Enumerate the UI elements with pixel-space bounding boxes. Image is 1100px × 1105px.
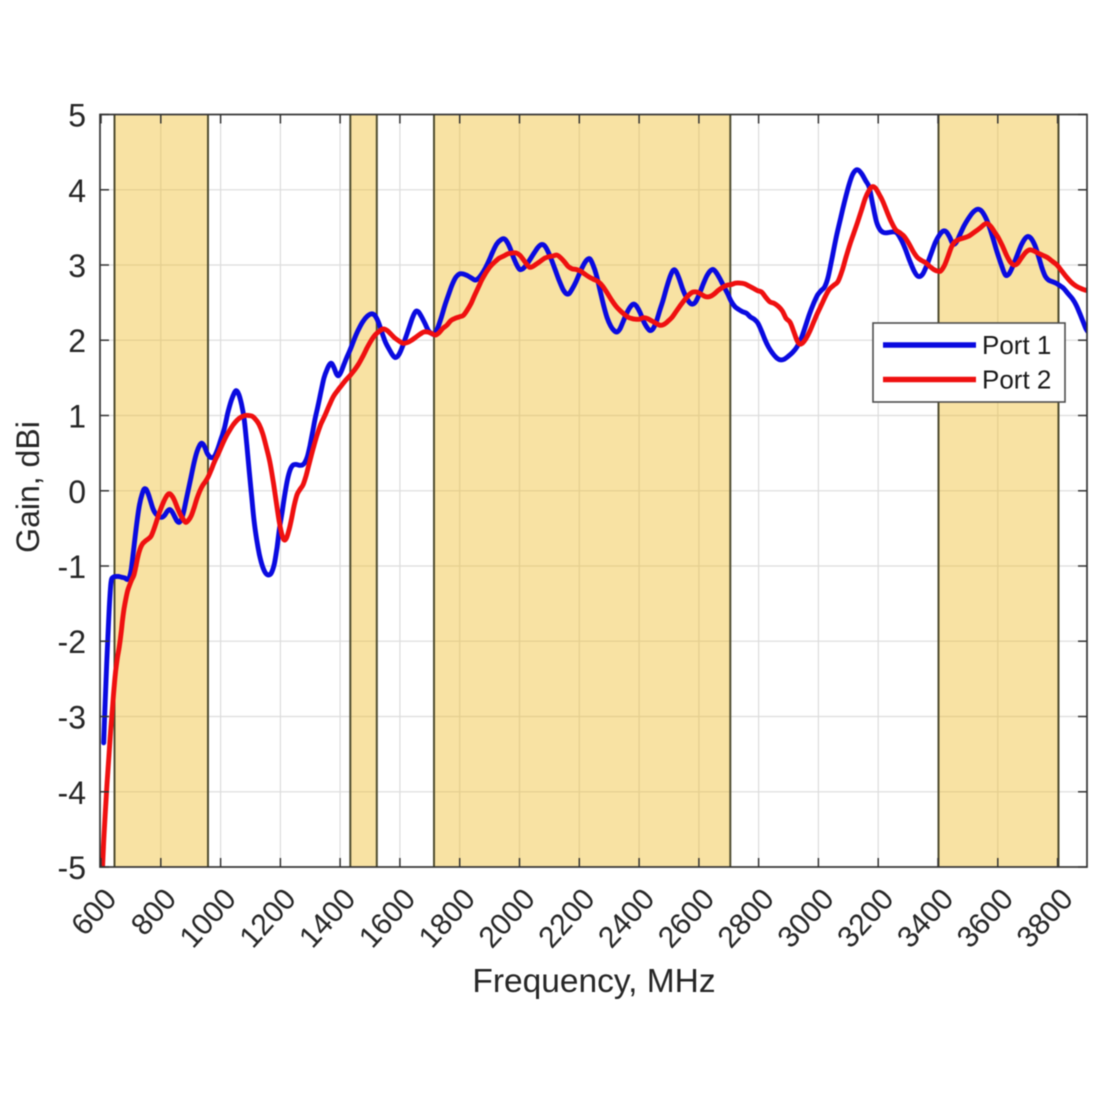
svg-text:-4: -4: [58, 775, 86, 811]
svg-text:-1: -1: [58, 549, 86, 585]
svg-text:2: 2: [68, 323, 86, 359]
svg-text:4: 4: [68, 173, 86, 209]
svg-text:Frequency, MHz: Frequency, MHz: [472, 963, 715, 1000]
svg-text:-2: -2: [58, 624, 86, 660]
svg-text:Gain, dBi: Gain, dBi: [10, 421, 46, 553]
svg-text:5: 5: [68, 98, 86, 134]
svg-text:Port 2: Port 2: [982, 365, 1051, 395]
svg-text:-5: -5: [58, 850, 86, 886]
svg-text:-3: -3: [58, 700, 86, 736]
svg-text:1: 1: [68, 399, 86, 435]
svg-text:Port 1: Port 1: [982, 330, 1051, 360]
svg-text:0: 0: [68, 474, 86, 510]
svg-text:3: 3: [68, 248, 86, 284]
